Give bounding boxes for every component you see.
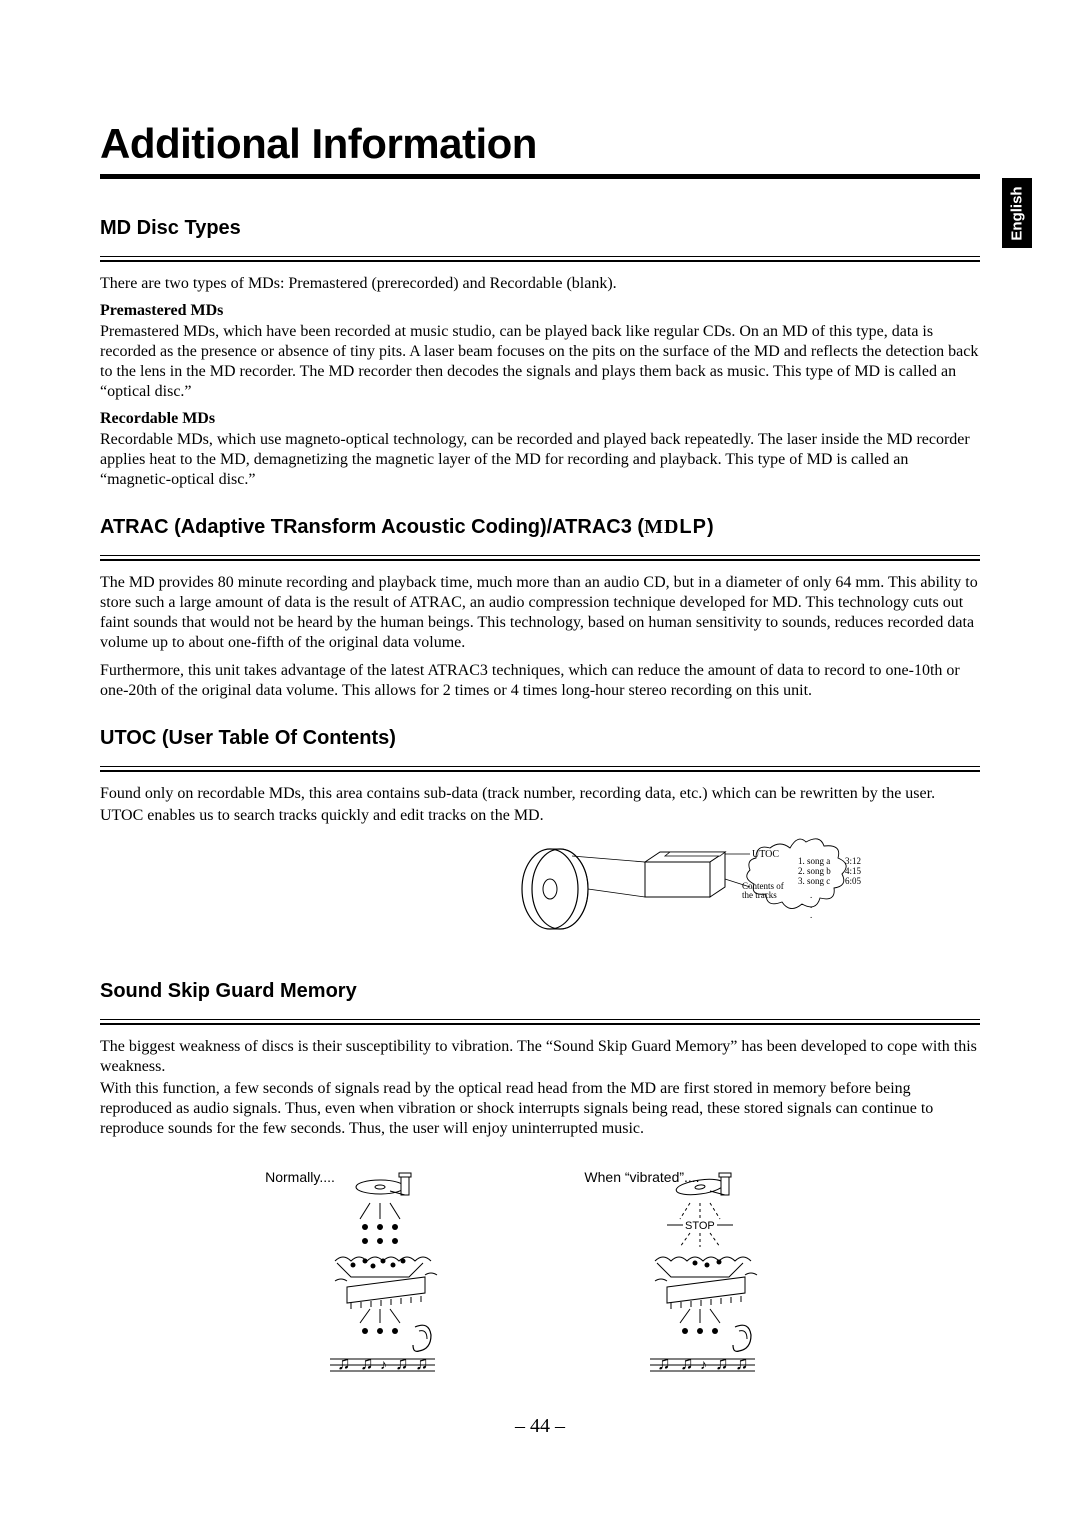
utoc-track-2-name: song b: [807, 866, 831, 876]
svg-text:♫: ♫: [680, 1353, 694, 1373]
atrac-heading-prefix: ATRAC (Adaptive TRansform Acoustic Codin…: [100, 516, 644, 538]
rule-utoc: [100, 766, 980, 772]
recordable-body: Recordable MDs, which use magneto-optica…: [100, 430, 980, 490]
mdlp-badge: MDLP: [644, 516, 707, 538]
atrac-p1: The MD provides 80 minute recording and …: [100, 573, 980, 653]
skip-vibrated-icon: STOP: [595, 1169, 805, 1389]
recordable-heading: Recordable MDs: [100, 410, 980, 428]
atrac-p2: Furthermore, this unit takes advantage o…: [100, 661, 980, 701]
svg-text:.: .: [810, 890, 812, 900]
page-title: Additional Information: [100, 120, 980, 179]
svg-text:♫: ♫: [415, 1353, 429, 1373]
mdlp-lp: LP: [679, 516, 707, 538]
skip-p1: The biggest weakness of discs is their s…: [100, 1037, 980, 1077]
svg-text:♫: ♫: [715, 1353, 729, 1373]
utoc-track-2-idx: 2.: [798, 866, 805, 876]
premastered-heading: Premastered MDs: [100, 302, 980, 320]
utoc-diagram: UTOC Contents of the tracks 1. song a 3:…: [510, 834, 940, 954]
mdlp-md: MD: [644, 516, 679, 538]
section-skip: Sound Skip Guard Memory The biggest weak…: [100, 980, 980, 1389]
svg-text:♫: ♫: [735, 1353, 749, 1373]
svg-text:♫: ♫: [395, 1353, 409, 1373]
utoc-track-1-idx: 1.: [798, 856, 805, 866]
rule-skip: [100, 1019, 980, 1025]
heading-utoc: UTOC (User Table Of Contents): [100, 727, 980, 754]
utoc-p1: Found only on recordable MDs, this area …: [100, 784, 980, 804]
utoc-track-3-time: 6:05: [845, 876, 862, 886]
svg-text:♫: ♫: [360, 1353, 374, 1373]
rule-atrac: [100, 555, 980, 561]
section-utoc: UTOC (User Table Of Contents) Found only…: [100, 727, 980, 954]
svg-text:♫: ♫: [657, 1353, 671, 1373]
svg-text:.: .: [810, 900, 812, 910]
svg-text:♪: ♪: [380, 1358, 387, 1373]
utoc-track-3-name: song c: [807, 876, 830, 886]
utoc-label: UTOC: [752, 849, 779, 860]
utoc-track-3-idx: 3.: [798, 876, 805, 886]
svg-text:.: .: [810, 910, 812, 920]
page: Additional Information MD Disc Types The…: [0, 0, 1080, 1498]
atrac-heading-suffix: ): [707, 516, 714, 538]
premastered-body: Premastered MDs, which have been recorde…: [100, 322, 980, 402]
utoc-track-1-time: 3:12: [845, 856, 861, 866]
heading-atrac: ATRAC (Adaptive TRansform Acoustic Codin…: [100, 516, 980, 543]
heading-skip: Sound Skip Guard Memory: [100, 980, 980, 1007]
svg-text:♫: ♫: [337, 1353, 351, 1373]
skip-p2: With this function, a few seconds of sig…: [100, 1079, 980, 1139]
page-number: – 44 –: [100, 1415, 980, 1438]
skip-diagrams: Normally....: [100, 1157, 980, 1389]
skip-label-vibrated: When “vibrated”....: [584, 1169, 699, 1185]
heading-md-types: MD Disc Types: [100, 217, 980, 244]
section-md-types: MD Disc Types There are two types of MDs…: [100, 217, 980, 490]
skip-vibrated: When “vibrated”.... STO: [595, 1157, 805, 1389]
utoc-track-2-time: 4:15: [845, 866, 862, 876]
stop-label: STOP: [685, 1220, 715, 1232]
md-types-intro: There are two types of MDs: Premastered …: [100, 274, 980, 294]
utoc-p2: UTOC enables us to search tracks quickly…: [100, 806, 980, 826]
svg-text:♪: ♪: [700, 1358, 707, 1373]
skip-normal-icon: ♫ ♫ ♪ ♫ ♫: [275, 1169, 485, 1389]
utoc-contents-2: the tracks: [742, 890, 777, 900]
section-atrac: ATRAC (Adaptive TRansform Acoustic Codin…: [100, 516, 980, 701]
utoc-track-1-name: song a: [807, 856, 830, 866]
rule-md-types: [100, 256, 980, 262]
skip-label-normal: Normally....: [265, 1169, 335, 1185]
skip-normal: Normally....: [275, 1157, 485, 1389]
